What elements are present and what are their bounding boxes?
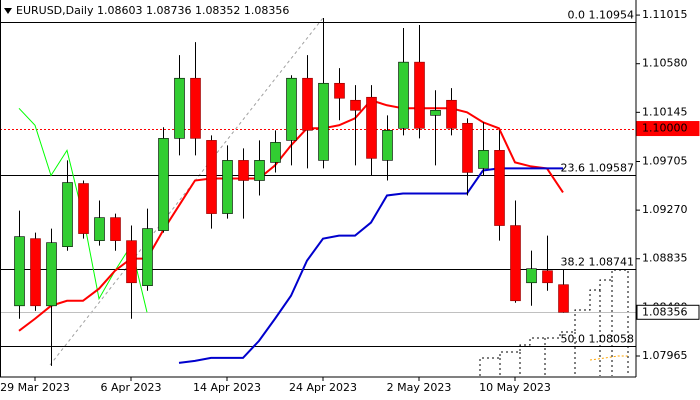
candle-body bbox=[462, 122, 473, 173]
fib-label: 23.6 1.09587 bbox=[561, 162, 634, 175]
y-tick-label: 1.09705 bbox=[642, 155, 688, 168]
y-tick-label: 1.10580 bbox=[642, 57, 688, 70]
candle-body bbox=[62, 182, 73, 247]
x-tick-label: 24 Apr 2023 bbox=[289, 381, 357, 394]
candle-body bbox=[478, 150, 489, 169]
cloud-projection bbox=[479, 269, 629, 376]
candle-body bbox=[414, 61, 425, 129]
candle-body bbox=[542, 270, 553, 284]
y-tick-label: 1.09270 bbox=[642, 203, 688, 216]
candle-body bbox=[302, 77, 313, 131]
candle-body bbox=[366, 96, 377, 159]
cloud-span bbox=[589, 355, 628, 361]
price-tag-label: 1.10000 bbox=[642, 122, 688, 135]
candle-body bbox=[158, 138, 169, 231]
x-tick-label: 2 May 2023 bbox=[387, 381, 452, 394]
candle-body bbox=[238, 160, 249, 181]
candle-body bbox=[350, 99, 361, 111]
candle-body bbox=[558, 284, 569, 313]
price-tag bbox=[636, 121, 700, 137]
candle-body bbox=[526, 268, 537, 284]
candle-body bbox=[206, 140, 217, 214]
candle-body bbox=[254, 160, 265, 181]
candle-body bbox=[382, 130, 393, 161]
candle-body bbox=[126, 240, 137, 284]
candle-body bbox=[510, 225, 521, 302]
y-tick-label: 1.11015 bbox=[642, 8, 688, 21]
candle-body bbox=[142, 228, 153, 286]
candle-body bbox=[30, 238, 41, 307]
candle-body bbox=[46, 242, 57, 307]
x-tick-label: 10 May 2023 bbox=[479, 381, 551, 394]
fib-label: 38.2 1.08741 bbox=[561, 256, 634, 269]
fib-trendline bbox=[49, 17, 324, 366]
candle-body bbox=[174, 77, 185, 139]
candle-body bbox=[446, 99, 457, 129]
price-tag bbox=[636, 304, 700, 320]
candle-body bbox=[222, 160, 233, 214]
x-tick-label: 29 Mar 2023 bbox=[0, 381, 70, 394]
fib-label: 0.0 1.10954 bbox=[568, 9, 634, 22]
y-tick-label: 1.07965 bbox=[642, 349, 688, 362]
candle-body bbox=[286, 77, 297, 141]
plot-area: 0.0 1.10954 23.6 1.09587 38.2 1.08741 50.0 … bbox=[0, 9, 636, 376]
candle-body bbox=[190, 77, 201, 139]
menu-arrow[interactable] bbox=[4, 8, 12, 14]
candle-body bbox=[14, 236, 25, 307]
candle-body bbox=[318, 82, 329, 161]
fib-label: 50.0 1.08058 bbox=[561, 333, 634, 346]
candle-body bbox=[110, 217, 121, 241]
candle-body bbox=[94, 217, 105, 241]
x-tick-label: 6 Apr 2023 bbox=[100, 381, 161, 394]
price-tag-label: 1.08356 bbox=[642, 305, 688, 318]
candle-body bbox=[334, 82, 345, 99]
y-tick-label: 1.08835 bbox=[642, 252, 688, 265]
candle-body bbox=[270, 142, 281, 163]
candle-body bbox=[494, 150, 505, 226]
y-tick-label: 1.10145 bbox=[642, 105, 688, 118]
candle-body bbox=[430, 110, 441, 116]
x-tick-label: 14 Apr 2023 bbox=[193, 381, 261, 394]
cloud-outline bbox=[479, 269, 629, 376]
candle-body bbox=[78, 183, 89, 234]
candle-body bbox=[398, 61, 409, 129]
chart-title: EURUSD,Daily 1.08603 1.08736 1.08352 1.0… bbox=[16, 4, 289, 17]
